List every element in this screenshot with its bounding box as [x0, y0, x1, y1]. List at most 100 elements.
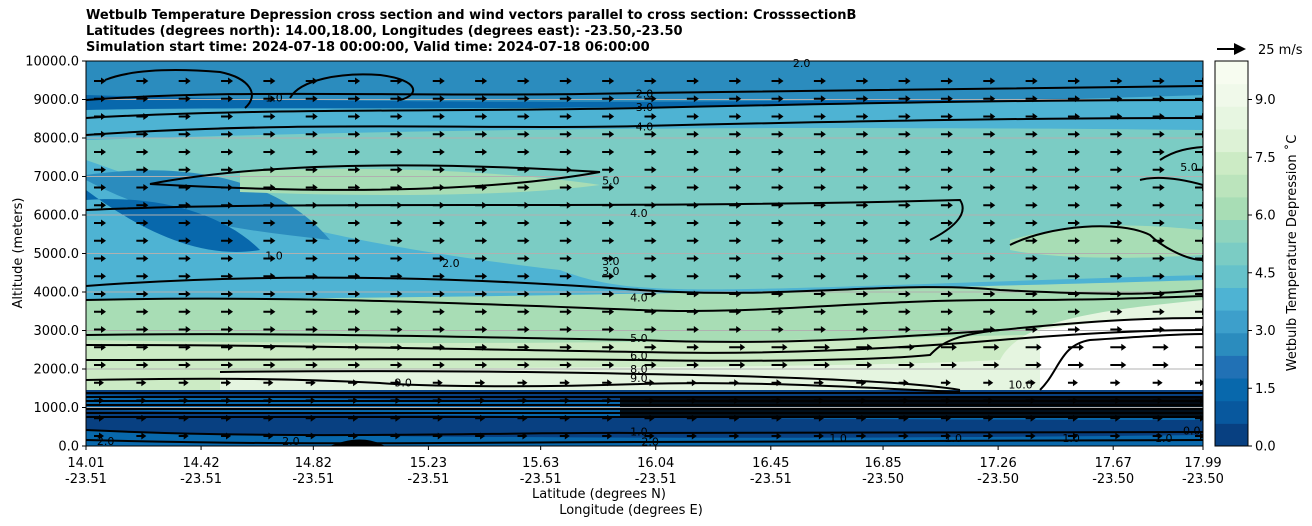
wind-vector-arrow: [432, 184, 445, 191]
wind-vector-arrow: [1195, 414, 1203, 422]
wind-vector-arrow: [940, 343, 957, 351]
wind-vector-arrow: [602, 77, 615, 85]
wind-vector-arrow: [221, 308, 234, 316]
wind-vector-arrow: [263, 95, 276, 103]
wind-vector-arrow: [983, 432, 994, 440]
wind-vector-arrow: [432, 290, 445, 298]
wind-vector-arrow: [559, 326, 572, 333]
wind-vector-arrow: [178, 148, 191, 156]
wind-vector-arrow: [771, 397, 782, 404]
colorbar-step: [1215, 151, 1248, 175]
wind-vector-arrow: [729, 379, 740, 387]
wind-vector-arrow: [517, 272, 530, 280]
wind-vector-arrow: [729, 219, 742, 227]
wind-vector-arrow: [1110, 255, 1123, 262]
wind-vector-arrow: [771, 361, 788, 369]
wind-vector-arrow: [940, 326, 953, 333]
colorbar-step: [1215, 219, 1248, 243]
wind-vector-arrow: [686, 148, 699, 156]
wind-vector-arrow: [1110, 166, 1123, 174]
wind-vector-arrow: [940, 113, 953, 120]
wind-vector-arrow: [940, 166, 953, 174]
wind-vector-arrow: [305, 184, 318, 191]
wind-vector-arrow: [771, 290, 784, 298]
wind-vector-arrow: [856, 290, 869, 298]
wind-vector-arrow: [305, 130, 318, 138]
x-tick-label-longitude: -23.51: [635, 472, 677, 487]
wind-vector-arrow: [136, 148, 149, 156]
wind-vector-arrow: [813, 255, 826, 262]
wind-vector-arrow: [263, 432, 274, 440]
wind-vector-arrow: [94, 201, 106, 209]
wind-vector-arrow: [178, 166, 191, 174]
chart-title-line-1: Wetbulb Temperature Depression cross sec…: [86, 8, 857, 23]
wind-vector-arrow: [983, 77, 996, 85]
wind-vector-arrow: [348, 326, 361, 333]
wind-vector-arrow: [221, 397, 232, 404]
wind-vector-arrow: [136, 130, 149, 138]
wind-vector-arrow: [1152, 326, 1165, 333]
wind-vector-arrow: [856, 255, 869, 262]
wind-vector-arrow: [136, 343, 149, 351]
y-tick-label: 5000.0: [34, 247, 80, 262]
wind-vector-arrow: [305, 361, 318, 369]
wind-vector-arrow: [1025, 201, 1038, 209]
wind-vector-arrow: [1025, 219, 1038, 227]
wind-vector-arrow: [432, 95, 445, 103]
wind-vector-arrow: [390, 184, 403, 191]
wind-vector-arrow: [559, 308, 572, 316]
wind-vector-arrow: [813, 148, 826, 156]
wind-vector-arrow: [178, 308, 191, 316]
contour-label: 2.0: [641, 436, 659, 449]
wind-vector-arrow: [898, 379, 909, 387]
wind-vector-arrow: [305, 219, 318, 227]
wind-vector-arrow: [94, 272, 106, 280]
y-tick-label: 9000.0: [34, 93, 80, 108]
wind-vector-arrow: [1152, 95, 1165, 103]
wind-vector-arrow: [771, 113, 784, 120]
wind-vector-arrow: [1195, 113, 1203, 120]
wind-vector-arrow: [559, 272, 572, 280]
wind-vector-arrow: [856, 343, 873, 351]
wind-vector-arrow: [263, 219, 276, 227]
wind-vector-arrow: [644, 397, 655, 404]
wind-vector-arrow: [644, 290, 657, 298]
wind-vector-arrow: [305, 272, 318, 280]
wind-vector-arrow: [940, 290, 953, 298]
wind-vector-arrow: [221, 130, 234, 138]
wind-vector-arrow: [1195, 184, 1203, 191]
wind-vector-arrow: [94, 113, 106, 120]
wind-vectors: [94, 77, 1203, 440]
y-tick-label: 2000.0: [34, 363, 80, 378]
wind-vector-arrow: [136, 379, 147, 387]
wind-vector-arrow: [1025, 326, 1038, 333]
wind-vector-arrow: [348, 148, 361, 156]
wind-vector-arrow: [813, 113, 826, 120]
wind-vector-arrow: [1110, 148, 1123, 156]
wind-vector-arrow: [1110, 237, 1123, 245]
wind-vector-arrow: [432, 308, 445, 316]
wind-vector-arrow: [813, 272, 826, 280]
wind-vector-arrow: [559, 237, 572, 245]
wind-vector-arrow: [348, 379, 359, 387]
wind-vector-arrow: [1195, 130, 1203, 138]
contour-label: 8.0: [630, 363, 648, 376]
wind-vector-arrow: [983, 95, 996, 103]
wind-vector-arrow: [475, 414, 486, 422]
wind-vector-arrow: [686, 184, 699, 191]
colorbar-tick-label: 9.0: [1255, 93, 1276, 108]
wind-vector-arrow: [475, 166, 488, 174]
wind-vector-arrow: [813, 379, 824, 387]
wind-vector-arrow: [559, 361, 572, 369]
y-tick-label: 0.0: [58, 440, 79, 455]
wind-vector-arrow: [1110, 343, 1127, 351]
wind-vector-arrow: [686, 95, 699, 103]
wind-vector-arrow: [686, 432, 697, 440]
wind-vector-arrow: [1152, 148, 1165, 156]
wind-vector-arrow: [898, 148, 911, 156]
x-axis-label-longitude: Longitude (degrees E): [559, 503, 703, 518]
wind-vector-arrow: [1067, 432, 1078, 440]
wind-vector-arrow: [856, 379, 867, 387]
quiver-key-label: 25 m/s: [1258, 43, 1303, 58]
wind-vector-arrow: [813, 219, 826, 227]
